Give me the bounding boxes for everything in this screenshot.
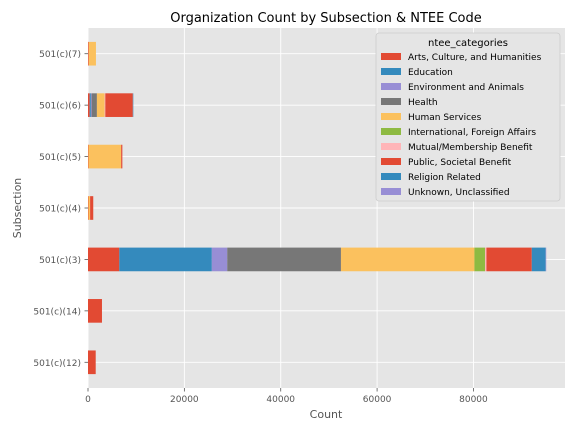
bar-segment bbox=[88, 196, 91, 220]
y-tick-label: 501(c)(6) bbox=[39, 102, 81, 112]
bar-segment bbox=[90, 196, 94, 220]
y-tick-label: 501(c)(4) bbox=[39, 205, 81, 215]
bar-segment bbox=[474, 247, 486, 272]
bar-segment bbox=[545, 247, 547, 272]
bar-segment bbox=[105, 93, 133, 117]
legend-label: Human Services bbox=[408, 113, 482, 123]
legend-swatch bbox=[381, 68, 401, 75]
bar-segment bbox=[227, 247, 341, 272]
legend-label: Environment and Animals bbox=[408, 83, 524, 93]
bar-segment bbox=[90, 93, 92, 117]
y-tick-label: 501(c)(3) bbox=[39, 256, 81, 266]
legend-swatch bbox=[381, 158, 401, 165]
bar-segment bbox=[88, 196, 89, 220]
x-tick-label: 40000 bbox=[266, 395, 295, 405]
y-tick-label: 501(c)(7) bbox=[39, 50, 81, 60]
y-axis-label: Subsection bbox=[11, 178, 24, 239]
bar-segment bbox=[96, 93, 105, 117]
x-axis-label: Count bbox=[310, 408, 343, 421]
bar-segment bbox=[88, 93, 90, 117]
bar-segment bbox=[88, 144, 122, 169]
legend-swatch bbox=[381, 53, 401, 60]
x-axis-ticks: 0 20000 40000 60000 80000 bbox=[85, 388, 488, 405]
bar-segment bbox=[121, 144, 123, 169]
bar-segment bbox=[88, 247, 120, 272]
legend-box bbox=[375, 32, 561, 202]
legend-label: Mutual/Membership Benefit bbox=[408, 143, 533, 153]
legend-label: Public, Societal Benefit bbox=[408, 158, 512, 168]
bar-segment bbox=[88, 299, 102, 323]
bar-segment bbox=[88, 144, 89, 169]
bar-segment bbox=[485, 247, 487, 272]
y-tick-label: 501(c)(5) bbox=[39, 153, 81, 163]
y-axis-ticks: 501(c)(7) 501(c)(6) 501(c)(5) 501(c)(4) 501(… bbox=[33, 50, 88, 369]
legend-label: Religion Related bbox=[408, 173, 481, 183]
bar-segment bbox=[340, 247, 475, 272]
bar-segment bbox=[132, 93, 134, 117]
x-tick-label: 20000 bbox=[170, 395, 199, 405]
legend-label: International, Foreign Affairs bbox=[408, 128, 536, 138]
bar-segment bbox=[531, 247, 546, 272]
legend-label: Education bbox=[408, 68, 453, 78]
x-tick-label: 0 bbox=[85, 395, 91, 405]
legend-title: ntee_categories bbox=[428, 38, 508, 49]
legend-swatch bbox=[381, 113, 401, 120]
legend-swatch bbox=[381, 98, 401, 105]
bar-segment bbox=[88, 350, 96, 375]
bar-segment bbox=[104, 93, 106, 117]
legend: ntee_categories Arts, Culture, and Human… bbox=[375, 32, 561, 202]
y-tick-label: 501(c)(14) bbox=[33, 307, 81, 317]
legend-swatch bbox=[381, 173, 401, 180]
legend-label: Unknown, Unclassified bbox=[408, 188, 510, 198]
bar-segment bbox=[88, 41, 89, 66]
bar-segment bbox=[89, 93, 91, 117]
x-tick-label: 80000 bbox=[459, 395, 488, 405]
legend-items: Arts, Culture, and Humanities Education En… bbox=[381, 53, 542, 198]
bar-segment bbox=[91, 93, 97, 117]
bars bbox=[88, 41, 547, 375]
legend-label: Health bbox=[408, 98, 438, 108]
x-tick-label: 60000 bbox=[363, 395, 392, 405]
legend-swatch bbox=[381, 188, 401, 195]
bar-segment bbox=[211, 247, 228, 272]
bar-segment bbox=[88, 41, 96, 66]
legend-label: Arts, Culture, and Humanities bbox=[408, 53, 542, 63]
bar-segment bbox=[486, 247, 532, 272]
y-tick-label: 501(c)(12) bbox=[33, 359, 81, 369]
chart-title: Organization Count by Subsection & NTEE … bbox=[170, 11, 482, 26]
legend-swatch bbox=[381, 143, 401, 150]
legend-swatch bbox=[381, 83, 401, 90]
legend-swatch bbox=[381, 128, 401, 135]
bar-segment bbox=[119, 247, 212, 272]
